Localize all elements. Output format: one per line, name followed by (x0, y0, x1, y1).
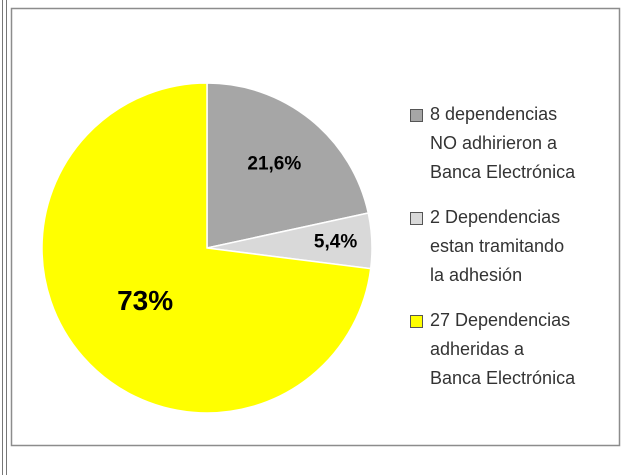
legend-swatch (410, 212, 423, 225)
pie-slice (206, 82, 370, 249)
data-label: 5,4% (314, 231, 357, 252)
legend-swatch (410, 315, 423, 328)
data-label: 73% (117, 285, 173, 316)
legend-label: 27 Dependencias adheridas a Banca Electr… (430, 310, 576, 388)
pie-slice (41, 82, 372, 414)
legend-label: 2 Dependencias estan tramitando la adhes… (430, 207, 565, 285)
data-label: 21,6% (247, 154, 301, 175)
legend-swatch (410, 109, 423, 122)
legend-entry: 27 Dependencias adheridas a Banca Electr… (410, 306, 580, 393)
legend-entry: 8 dependencias NO adhirieron a Banca Ele… (410, 100, 580, 187)
chart-border (10, 7, 621, 447)
pie: 21,6% 5,4% 73% (41, 82, 373, 414)
legend: 8 dependencias NO adhirieron a Banca Ele… (410, 100, 620, 409)
legend-entry: 2 Dependencias estan tramitando la adhes… (410, 203, 580, 290)
legend-label: 8 dependencias NO adhirieron a Banca Ele… (430, 104, 576, 182)
